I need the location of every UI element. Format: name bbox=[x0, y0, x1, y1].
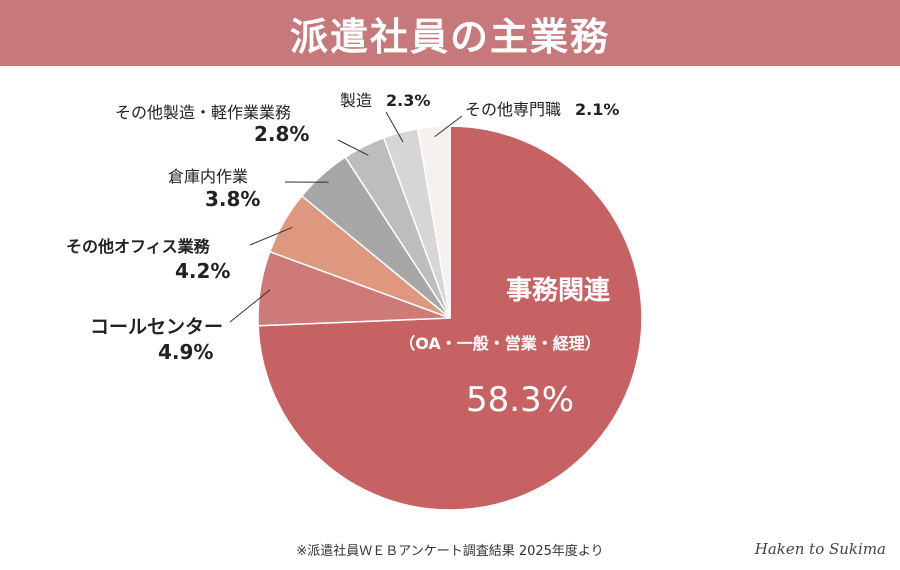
slice-name-othermfg: その他製造・軽作業業務 bbox=[115, 103, 292, 122]
slice-value-otheroffice: 4.2% bbox=[175, 259, 231, 283]
slice-name-callcenter: コールセンター bbox=[90, 316, 224, 338]
signature-logo: Haken to Sukima bbox=[754, 540, 886, 558]
slice-label-jimu: 事務関連 bbox=[468, 270, 648, 307]
pie-slice bbox=[416, 125, 451, 319]
slice-name-warehouse: 倉庫内作業 bbox=[168, 167, 249, 186]
slice-name-specialist: その他専門職 bbox=[465, 100, 562, 119]
slice-name-jimu: 事務関連 bbox=[505, 276, 610, 306]
slice-label-specialist: その他専門職 2.1% bbox=[465, 96, 619, 120]
slice-label-mfg: 製造 2.3% bbox=[340, 87, 430, 111]
slice-value-specialist: 2.1% bbox=[575, 100, 620, 119]
leader-line bbox=[385, 111, 404, 143]
slice-subtitle-text: （OA・一般・営業・経理） bbox=[399, 334, 601, 353]
slice-name-mfg: 製造 bbox=[340, 91, 373, 110]
slice-value-mfg: 2.3% bbox=[386, 91, 431, 110]
slice-value-text: 58.3% bbox=[465, 380, 574, 420]
slice-value-callcenter: 4.9% bbox=[158, 340, 214, 364]
leader-line bbox=[434, 115, 463, 138]
leader-line bbox=[337, 139, 369, 156]
slice-name-otheroffice: その他オフィス業務 bbox=[66, 237, 210, 256]
slice-subtitle-jimu: （OA・一般・営業・経理） bbox=[350, 330, 650, 354]
footnote: ※派遣社員ＷＥＢアンケート調査結果 2025年度より bbox=[296, 544, 604, 559]
slice-value-othermfg: 2.8% bbox=[254, 122, 310, 146]
slice-value-jimu: 58.3% bbox=[430, 380, 610, 420]
slice-value-warehouse: 3.8% bbox=[205, 187, 261, 211]
chart-title: 派遣社員の主業務 bbox=[289, 14, 610, 59]
leader-line bbox=[249, 226, 293, 246]
header-banner: 派遣社員の主業務 bbox=[0, 0, 900, 66]
leader-line bbox=[229, 289, 271, 323]
